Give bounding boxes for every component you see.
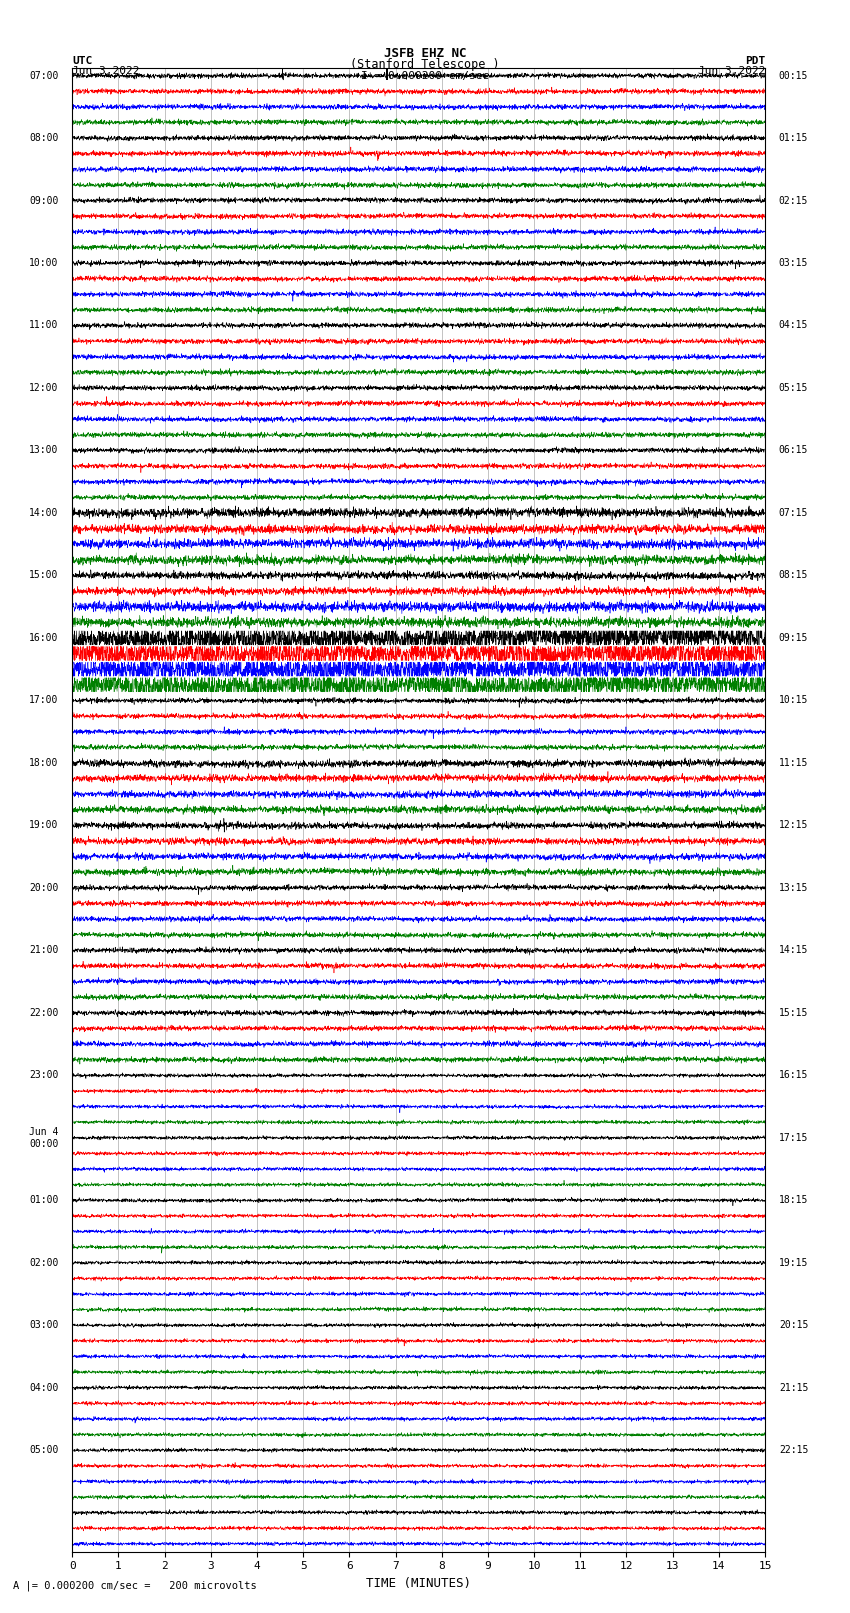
- Text: 10:15: 10:15: [779, 695, 808, 705]
- Text: 09:00: 09:00: [29, 195, 59, 205]
- Text: 19:00: 19:00: [29, 821, 59, 831]
- Text: 21:00: 21:00: [29, 945, 59, 955]
- Text: 11:00: 11:00: [29, 321, 59, 331]
- Text: 00:15: 00:15: [779, 71, 808, 81]
- Text: 02:15: 02:15: [779, 195, 808, 205]
- Text: 05:15: 05:15: [779, 382, 808, 394]
- Text: 01:15: 01:15: [779, 132, 808, 144]
- Text: UTC: UTC: [72, 56, 93, 66]
- Text: 16:00: 16:00: [29, 632, 59, 644]
- Text: 23:00: 23:00: [29, 1071, 59, 1081]
- Text: 12:00: 12:00: [29, 382, 59, 394]
- Text: 07:00: 07:00: [29, 71, 59, 81]
- Text: 03:15: 03:15: [779, 258, 808, 268]
- Text: 11:15: 11:15: [779, 758, 808, 768]
- X-axis label: TIME (MINUTES): TIME (MINUTES): [366, 1578, 471, 1590]
- Text: Jun 3,2022: Jun 3,2022: [72, 66, 139, 76]
- Text: 22:15: 22:15: [779, 1445, 808, 1455]
- Text: Jun 3,2022: Jun 3,2022: [698, 66, 765, 76]
- Text: 15:15: 15:15: [779, 1008, 808, 1018]
- Text: 16:15: 16:15: [779, 1071, 808, 1081]
- Text: 17:00: 17:00: [29, 695, 59, 705]
- Text: 21:15: 21:15: [779, 1382, 808, 1392]
- Text: 14:00: 14:00: [29, 508, 59, 518]
- Text: 14:15: 14:15: [779, 945, 808, 955]
- Text: JSFB EHZ NC: JSFB EHZ NC: [383, 47, 467, 60]
- Text: 04:15: 04:15: [779, 321, 808, 331]
- Text: I = 0.000200 cm/sec: I = 0.000200 cm/sec: [361, 71, 489, 81]
- Text: 15:00: 15:00: [29, 571, 59, 581]
- Text: 10:00: 10:00: [29, 258, 59, 268]
- Text: 05:00: 05:00: [29, 1445, 59, 1455]
- Text: 12:15: 12:15: [779, 821, 808, 831]
- Text: 08:00: 08:00: [29, 132, 59, 144]
- Text: 03:00: 03:00: [29, 1319, 59, 1331]
- Text: A |= 0.000200 cm/sec =   200 microvolts: A |= 0.000200 cm/sec = 200 microvolts: [13, 1581, 257, 1590]
- Text: 01:00: 01:00: [29, 1195, 59, 1205]
- Text: 04:00: 04:00: [29, 1382, 59, 1392]
- Text: 22:00: 22:00: [29, 1008, 59, 1018]
- Text: 13:15: 13:15: [779, 882, 808, 894]
- Text: 09:15: 09:15: [779, 632, 808, 644]
- Text: Jun 4
00:00: Jun 4 00:00: [29, 1127, 59, 1148]
- Text: 20:00: 20:00: [29, 882, 59, 894]
- Text: 13:00: 13:00: [29, 445, 59, 455]
- Text: 19:15: 19:15: [779, 1258, 808, 1268]
- Text: 20:15: 20:15: [779, 1319, 808, 1331]
- Text: 08:15: 08:15: [779, 571, 808, 581]
- Text: 02:00: 02:00: [29, 1258, 59, 1268]
- Text: 18:00: 18:00: [29, 758, 59, 768]
- Text: 17:15: 17:15: [779, 1132, 808, 1142]
- Text: 07:15: 07:15: [779, 508, 808, 518]
- Text: 18:15: 18:15: [779, 1195, 808, 1205]
- Text: 06:15: 06:15: [779, 445, 808, 455]
- Text: (Stanford Telescope ): (Stanford Telescope ): [350, 58, 500, 71]
- Text: PDT: PDT: [745, 56, 765, 66]
